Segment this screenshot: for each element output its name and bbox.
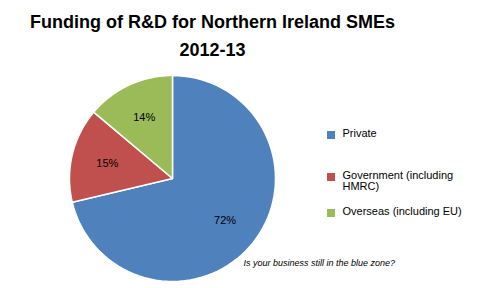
svg-text:15%: 15% [96,157,118,169]
svg-text:14%: 14% [133,111,155,123]
svg-text:Private: Private [343,127,377,139]
svg-text:72%: 72% [214,214,236,226]
html-text:Funding of R&D for Northern Ir: Funding of R&D for Northern Ireland SMEs… [30,12,395,60]
svg-text:Is your business still in the: Is your business still in the blue zone? [244,258,396,268]
svg-text:Government (includingHMRC): Government (includingHMRC) [343,169,454,192]
svg-text:Overseas (including EU): Overseas (including EU) [343,205,462,217]
